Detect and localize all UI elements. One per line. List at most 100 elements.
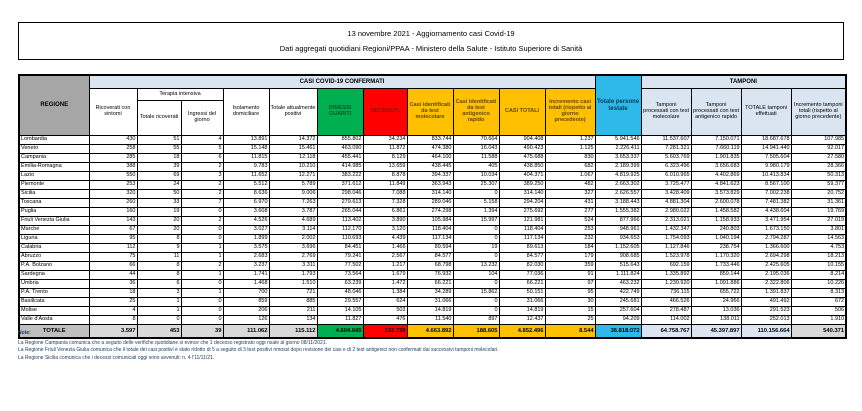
- value-cell: 143: [88, 216, 138, 226]
- value-cell: 438.850: [498, 162, 546, 172]
- value-cell: 277: [544, 207, 596, 217]
- region-row: Toscana 260 33 7 6.970 7.263 279.613 7.328 289.0…: [18, 198, 847, 208]
- value-cell: 2.567: [362, 252, 408, 262]
- region-name: Emilia-Romagna: [18, 162, 90, 172]
- value-cell: 25: [88, 297, 138, 307]
- value-cell: 89.613: [498, 243, 546, 253]
- value-cell: 0: [452, 189, 500, 199]
- value-cell: 490.423: [498, 144, 546, 154]
- value-cell: 19: [136, 207, 182, 217]
- region-row: Sardegna 44 8 1 1.741 1.793 73.564 1.679 76.932 1…: [18, 270, 847, 280]
- value-cell: 15.461: [268, 144, 318, 154]
- value-cell: 9.006: [268, 189, 318, 199]
- value-cell: 1: [180, 252, 224, 262]
- value-cell: 2.002: [268, 234, 318, 244]
- value-cell: 27.019: [790, 216, 847, 226]
- value-cell: 6: [136, 279, 182, 289]
- value-cell: 3.656.683: [690, 162, 742, 172]
- value-cell: 18.213: [790, 252, 847, 262]
- region-row: Sicilia 320 50 2 8.636 9.006 298.046 7.088 314.1…: [18, 189, 847, 199]
- region-name: Sardegna: [18, 270, 90, 280]
- value-cell: 12.271: [268, 171, 318, 181]
- value-cell: 39: [180, 324, 224, 339]
- value-cell: 2: [180, 261, 224, 271]
- value-cell: 279.613: [316, 198, 364, 208]
- value-cell: 184: [544, 243, 596, 253]
- value-cell: 7.328: [362, 198, 408, 208]
- region-name: Lazio: [18, 171, 90, 181]
- value-cell: 31.066: [406, 297, 454, 307]
- region-name: P.A. Bolzano: [18, 261, 90, 271]
- value-cell: 8: [88, 315, 138, 325]
- value-cell: 3.608: [222, 207, 270, 217]
- value-cell: 1.040.194: [690, 234, 742, 244]
- value-cell: 3.653.337: [594, 153, 642, 163]
- value-cell: 50.313: [790, 171, 847, 181]
- value-cell: 113.402: [316, 216, 364, 226]
- value-cell: 10.226: [790, 279, 847, 289]
- value-cell: 4.852.496: [498, 324, 546, 339]
- value-cell: 84.577: [498, 252, 546, 262]
- value-cell: 2.663.302: [594, 180, 642, 190]
- value-cell: 110.156.664: [740, 324, 792, 339]
- value-cell: 11.849: [362, 180, 408, 190]
- value-cell: 8: [136, 270, 182, 280]
- value-cell: 48.046: [316, 288, 364, 298]
- region-name: Valle d'Aosta: [18, 315, 90, 325]
- value-cell: 160: [88, 207, 138, 217]
- value-cell: 75: [88, 252, 138, 262]
- region-row: Piemonte 253 24 2 5.512 5.789 371.612 11.849 363…: [18, 180, 847, 190]
- value-cell: 1.125: [544, 144, 596, 154]
- value-cell: 1.394: [452, 207, 500, 217]
- report-title-box: 13 novembre 2021 - Aggiornamento casi Co…: [18, 22, 844, 60]
- value-cell: 289.046: [406, 198, 454, 208]
- value-cell: 453: [136, 324, 182, 339]
- value-cell: 877.966: [594, 216, 642, 226]
- value-cell: 0: [180, 225, 224, 235]
- value-cell: 7: [180, 198, 224, 208]
- value-cell: 466.526: [640, 297, 692, 307]
- value-cell: 0: [452, 234, 500, 244]
- value-cell: 5.512: [222, 180, 270, 190]
- value-cell: 672: [790, 297, 847, 307]
- region-name: Campania: [18, 153, 90, 163]
- value-cell: 82.030: [498, 261, 546, 271]
- header-totale-persone-testate: Totale persone testate: [594, 74, 642, 136]
- value-cell: 655.722: [690, 288, 742, 298]
- value-cell: 66.221: [406, 279, 454, 289]
- value-cell: 278.487: [640, 306, 692, 316]
- value-cell: 908.685: [594, 252, 642, 262]
- value-cell: 1.391.837: [740, 288, 792, 298]
- value-cell: 134: [268, 315, 318, 325]
- value-cell: 8.214: [790, 270, 847, 280]
- header-ricoverati: Ricoverati con sintomi: [88, 88, 138, 136]
- value-cell: 118.404: [406, 225, 454, 235]
- value-cell: 3.696: [268, 243, 318, 253]
- value-cell: 5.158: [452, 198, 500, 208]
- value-cell: 524: [544, 216, 596, 226]
- header-casi-totali: CASI TOTALI: [498, 88, 546, 136]
- value-cell: 245.681: [594, 297, 642, 307]
- value-cell: 422.749: [594, 288, 642, 298]
- value-cell: 138.011: [690, 315, 742, 325]
- value-cell: 948.961: [594, 225, 642, 235]
- header-regione: REGIONE: [18, 74, 90, 136]
- value-cell: 2.600.078: [690, 198, 742, 208]
- header-casi-molecolare: Casi identificati da test molecolare: [406, 88, 454, 136]
- header-tamponi-molecolare: Tamponi processati con test molecolare: [640, 88, 692, 136]
- header-terapia-intensiva: Terapia intensiva: [136, 88, 224, 101]
- value-cell: 363.943: [406, 180, 454, 190]
- value-cell: 12.118: [268, 153, 318, 163]
- value-cell: 89.594: [406, 243, 454, 253]
- value-cell: 3.188.443: [594, 198, 642, 208]
- value-cell: 76.932: [406, 270, 454, 280]
- header-attualmente-positivi: Totale attualmente positivi: [268, 88, 318, 136]
- value-cell: 4.819.925: [594, 171, 642, 181]
- value-cell: 110.693: [316, 234, 364, 244]
- value-cell: 274.298: [406, 207, 454, 217]
- value-cell: 1.170.320: [690, 252, 742, 262]
- value-cell: 265.044: [316, 207, 364, 217]
- value-cell: 27.580: [790, 153, 847, 163]
- value-cell: 16.043: [452, 144, 500, 154]
- value-cell: 66: [88, 261, 138, 271]
